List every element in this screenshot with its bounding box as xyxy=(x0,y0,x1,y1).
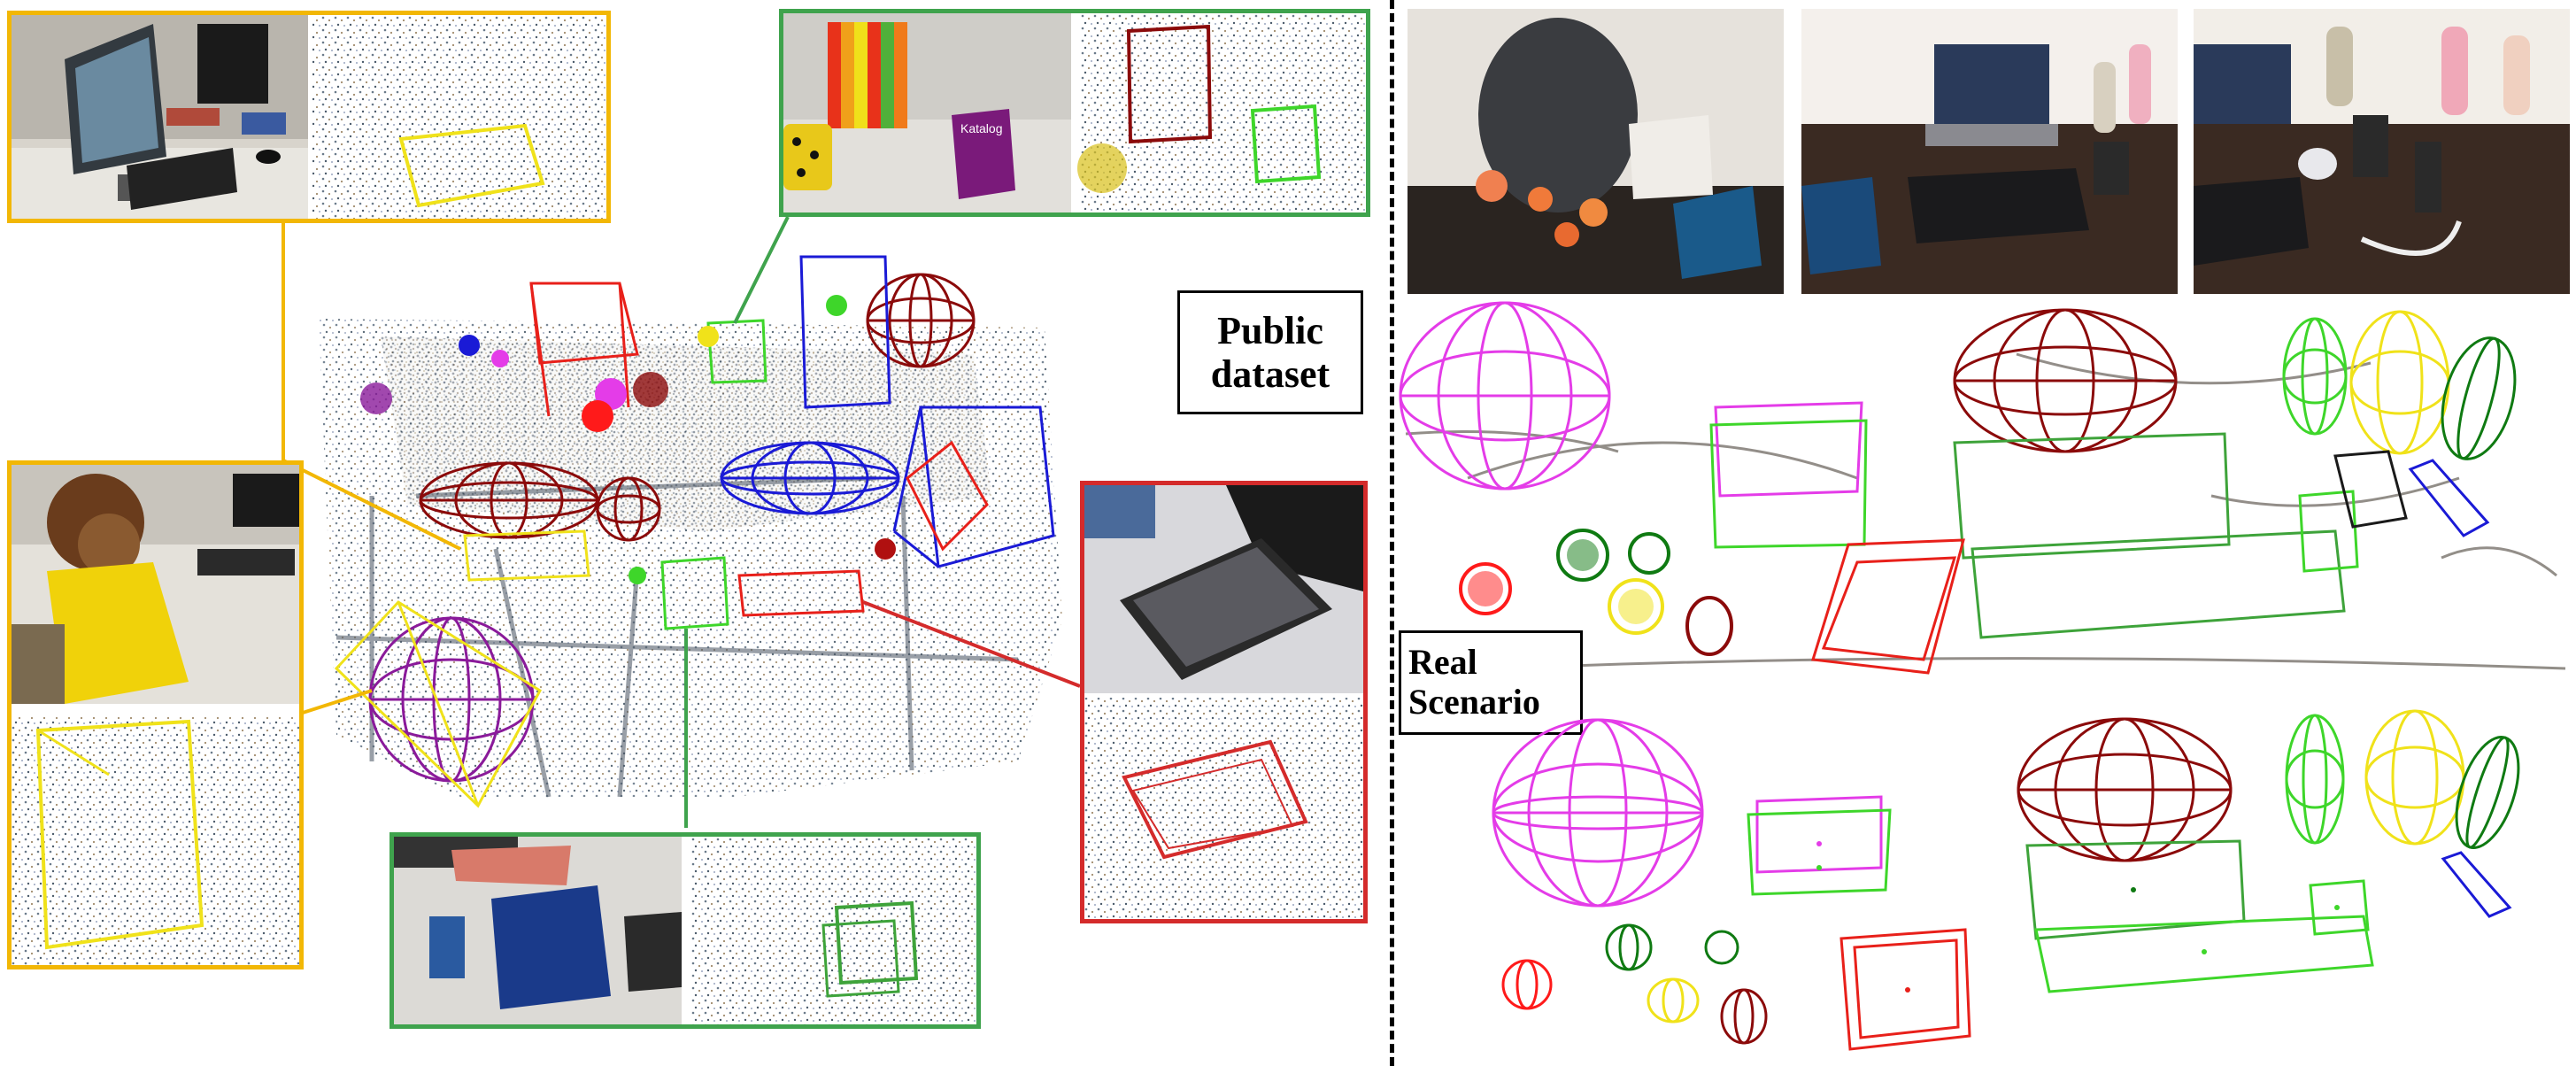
bbox-red-keyboard-cloud xyxy=(737,569,865,617)
recon-green-ellipsoid-1 xyxy=(2282,317,2348,436)
bbox-blue-top xyxy=(799,255,891,409)
recon-boxes xyxy=(1709,401,2490,675)
bbox-green-top-cloud xyxy=(706,319,767,384)
ellipsoid-blue xyxy=(720,441,900,515)
catalog-cover-text: Katalog xyxy=(960,121,1002,135)
real-photo-backpack xyxy=(1408,9,1784,294)
real-scenario-label: Real Scenario xyxy=(1399,630,1583,735)
real-photo-keyboard xyxy=(2194,9,2570,294)
recon-darkred-ellipsoid xyxy=(1953,308,2178,453)
ellipsoid-dark-red-small xyxy=(596,476,661,542)
map-darkred-ellipsoid xyxy=(2017,717,2233,862)
map-magenta-ellipsoid xyxy=(1492,718,1704,908)
bbox-red-diamond xyxy=(906,440,989,552)
inset-book-green xyxy=(389,832,981,1029)
real-scenario-label-line1: Real xyxy=(1408,642,1477,683)
map-green-ellipsoid xyxy=(2285,714,2345,845)
public-dataset-label: Public dataset xyxy=(1177,290,1363,414)
bbox-blue-right xyxy=(892,406,1055,568)
bbox-yellow-keyboard-cloud xyxy=(463,529,590,582)
map-fruit-spheres xyxy=(1501,923,1768,1045)
bbox-green-keyboard-cloud xyxy=(660,556,729,630)
point-cloud-public xyxy=(319,319,1062,798)
real-scene-object-map xyxy=(1492,709,2520,1051)
inset-keyboard-red xyxy=(1080,481,1368,923)
map-box-centers xyxy=(1816,841,2340,993)
map-yellow-ellipsoid xyxy=(2364,709,2465,846)
inset-monitor-yellow xyxy=(7,11,611,223)
inset-catalog-green: Katalog xyxy=(779,9,1370,217)
public-dataset-label-line1: Public xyxy=(1217,308,1323,352)
inset-teddy-yellow xyxy=(7,460,304,969)
recon-fruit-spheres xyxy=(1459,529,1733,656)
public-dataset-panel xyxy=(282,216,1081,828)
bbox-red-top xyxy=(529,282,639,417)
recon-magenta-ellipsoid xyxy=(1399,301,1611,491)
real-photo-laptop xyxy=(1801,9,2178,294)
dashed-divider xyxy=(1390,0,1394,1066)
real-scenario-label-line2: Scenario xyxy=(1408,682,1540,722)
recon-darkgreen-ellipsoid xyxy=(2441,336,2517,460)
ellipsoid-dark-red-top xyxy=(866,273,976,368)
real-scene-reconstruction xyxy=(1397,301,2574,691)
public-dataset-label-line2: dataset xyxy=(1210,352,1330,396)
map-darkgreen-ellipsoid xyxy=(2455,735,2520,850)
small-blobs xyxy=(360,295,896,584)
bbox-yellow-globe xyxy=(334,600,542,808)
map-boxes xyxy=(1747,795,2512,1051)
